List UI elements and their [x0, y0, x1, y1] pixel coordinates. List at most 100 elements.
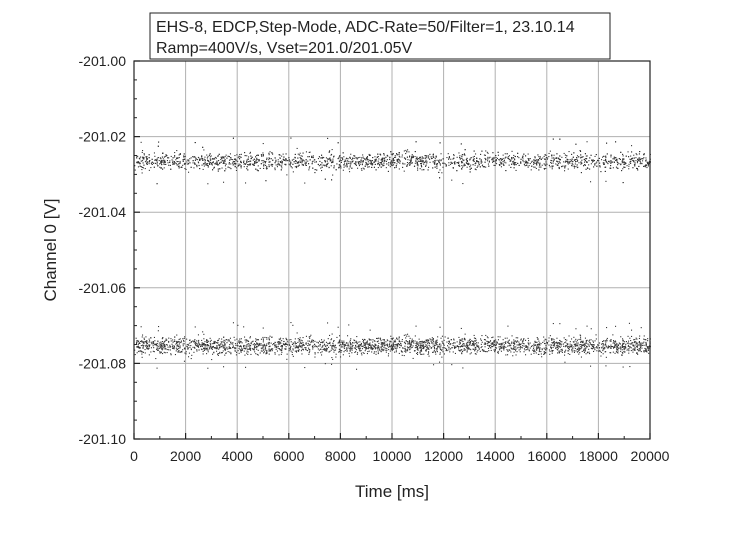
data-point	[324, 349, 325, 350]
data-point	[179, 167, 180, 168]
data-point	[590, 366, 591, 367]
data-point	[141, 326, 142, 327]
data-point	[208, 341, 209, 342]
data-point	[247, 166, 248, 167]
data-point	[474, 151, 475, 152]
data-point	[440, 352, 441, 353]
data-point	[487, 158, 488, 159]
data-point	[616, 348, 617, 349]
data-point	[212, 354, 213, 355]
data-point	[417, 168, 418, 169]
data-point	[309, 341, 310, 342]
data-point	[351, 352, 352, 353]
data-point	[309, 156, 310, 157]
data-point	[645, 350, 646, 351]
data-point	[380, 347, 381, 348]
data-point	[140, 157, 141, 158]
data-point	[438, 172, 439, 173]
data-point	[589, 340, 590, 341]
data-point	[525, 340, 526, 341]
data-point	[402, 339, 403, 340]
data-point	[495, 347, 496, 348]
data-point	[588, 349, 589, 350]
data-point	[195, 344, 196, 345]
data-point	[492, 342, 493, 343]
data-point	[256, 159, 257, 160]
data-point	[471, 352, 472, 353]
data-point	[529, 349, 530, 350]
data-point	[425, 166, 426, 167]
data-point	[346, 347, 347, 348]
data-point	[604, 347, 605, 348]
data-point	[281, 352, 282, 353]
data-point	[645, 165, 646, 166]
data-point	[149, 344, 150, 345]
data-point	[234, 161, 235, 162]
data-point	[207, 157, 208, 158]
data-point	[283, 154, 284, 155]
data-point	[533, 344, 534, 345]
data-point	[637, 347, 638, 348]
data-point	[569, 347, 570, 348]
data-point	[239, 158, 240, 159]
data-point	[388, 355, 389, 356]
data-point	[477, 167, 478, 168]
data-point	[582, 345, 583, 346]
data-point	[522, 158, 523, 159]
data-point	[583, 341, 584, 342]
data-point	[454, 155, 455, 156]
data-point	[557, 352, 558, 353]
data-point	[545, 168, 546, 169]
data-point	[203, 338, 204, 339]
data-point	[253, 344, 254, 345]
data-point	[441, 357, 442, 358]
data-point	[400, 345, 401, 346]
data-point	[477, 351, 478, 352]
data-point	[549, 349, 550, 350]
data-point	[500, 336, 501, 337]
data-point	[497, 158, 498, 159]
data-point	[149, 157, 150, 158]
data-point	[202, 160, 203, 161]
data-point	[295, 338, 296, 339]
data-point	[642, 160, 643, 161]
data-point	[439, 177, 440, 178]
data-point	[454, 348, 455, 349]
data-point	[471, 157, 472, 158]
data-point	[230, 163, 231, 164]
data-point	[352, 342, 353, 343]
data-point	[396, 167, 397, 168]
data-point	[307, 345, 308, 346]
data-point	[316, 161, 317, 162]
data-point	[617, 349, 618, 350]
data-point	[467, 160, 468, 161]
data-point	[397, 154, 398, 155]
data-point	[421, 161, 422, 162]
data-point	[331, 154, 332, 155]
data-point	[340, 352, 341, 353]
data-point	[344, 161, 345, 162]
data-point	[576, 157, 577, 158]
data-point	[289, 159, 290, 160]
data-point	[341, 346, 342, 347]
data-point	[197, 343, 198, 344]
data-point	[363, 352, 364, 353]
data-point	[601, 159, 602, 160]
data-point	[576, 343, 577, 344]
data-point	[521, 343, 522, 344]
data-point	[586, 341, 587, 342]
data-point	[510, 167, 511, 168]
data-point	[558, 158, 559, 159]
data-point	[620, 164, 621, 165]
data-point	[330, 160, 331, 161]
data-point	[280, 162, 281, 163]
data-point	[479, 164, 480, 165]
data-point	[628, 353, 629, 354]
data-point	[167, 160, 168, 161]
data-point	[342, 343, 343, 344]
data-point	[239, 339, 240, 340]
data-point	[426, 349, 427, 350]
data-point	[509, 343, 510, 344]
data-point	[383, 163, 384, 164]
data-point	[290, 322, 291, 323]
